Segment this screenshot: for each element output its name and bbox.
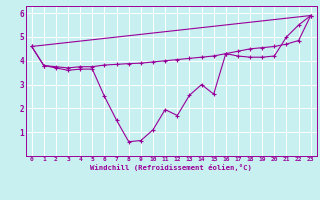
X-axis label: Windchill (Refroidissement éolien,°C): Windchill (Refroidissement éolien,°C) [90, 164, 252, 171]
